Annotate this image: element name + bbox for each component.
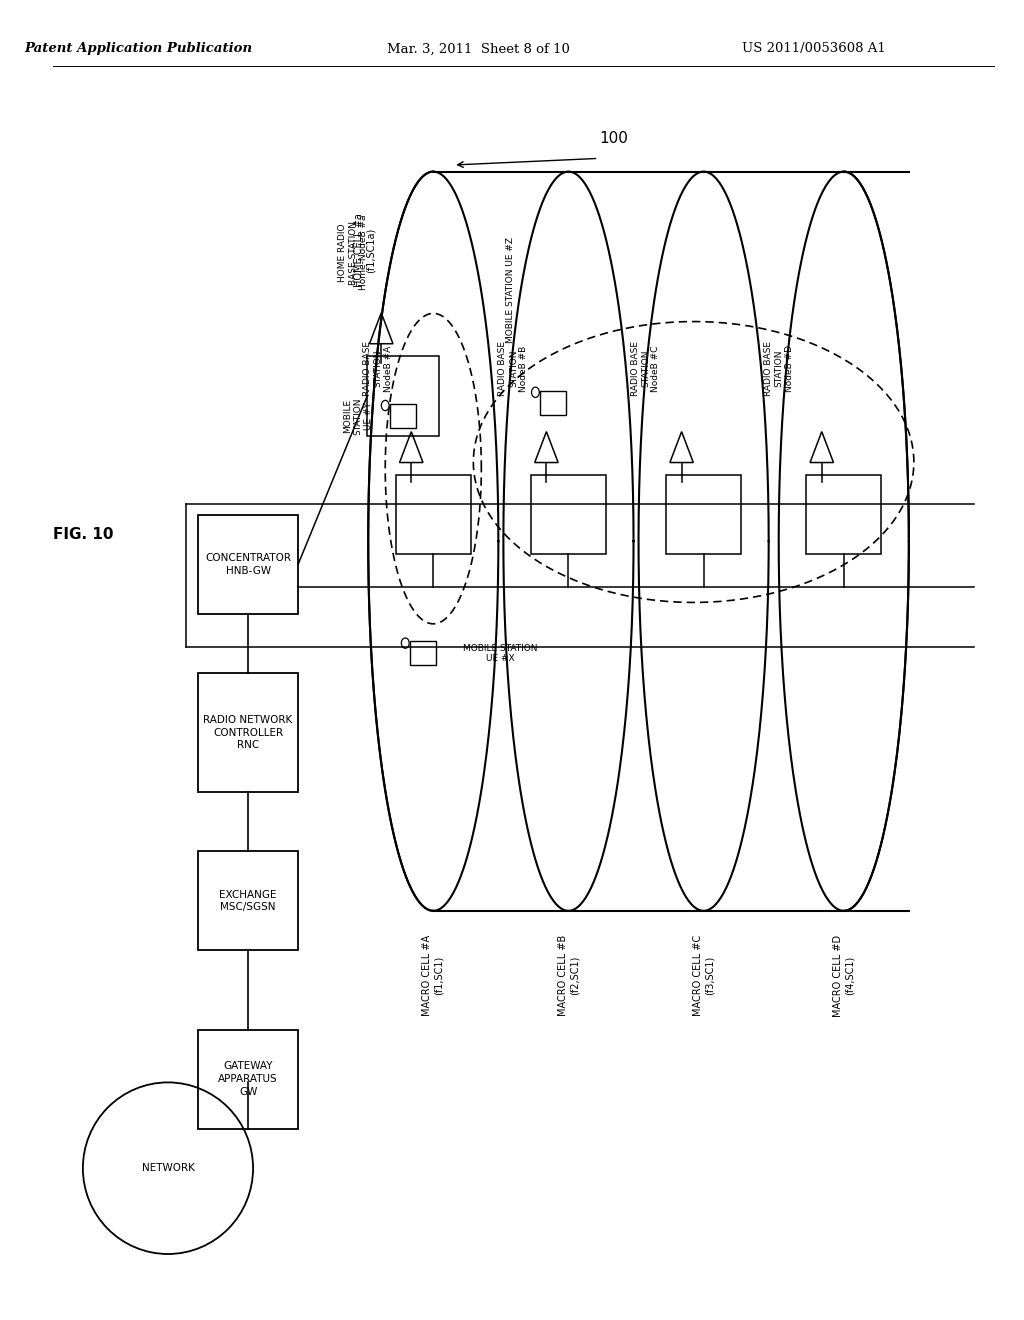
Bar (368, 356, 439, 436)
Text: RADIO BASE
STATION
NodeB #C: RADIO BASE STATION NodeB #C (631, 341, 660, 396)
Text: MACRO CELL #D
(f4,SC1): MACRO CELL #D (f4,SC1) (833, 935, 855, 1016)
Bar (395, 475, 471, 554)
Text: RADIO BASE
STATION
NodeB #D: RADIO BASE STATION NodeB #D (764, 341, 794, 396)
Bar (198, 515, 298, 614)
Text: GATEWAY
APPARATUS
GW: GATEWAY APPARATUS GW (218, 1061, 278, 1097)
Text: HOME RADIO
BASE STATION
Home-NodeB #a: HOME RADIO BASE STATION Home-NodeB #a (338, 215, 368, 290)
Text: Patent Application Publication: Patent Application Publication (24, 42, 252, 55)
Text: FIG. 10: FIG. 10 (52, 527, 113, 543)
Text: Mar. 3, 2011  Sheet 8 of 10: Mar. 3, 2011 Sheet 8 of 10 (387, 42, 569, 55)
Bar (666, 475, 741, 554)
Bar (390, 404, 417, 428)
Text: RADIO BASE
STATION
NodeB #B: RADIO BASE STATION NodeB #B (499, 341, 528, 396)
Bar (530, 475, 606, 554)
Bar (198, 1030, 298, 1129)
Text: 100: 100 (599, 131, 628, 147)
Bar (806, 475, 882, 554)
Text: MACRO CELL #A
(f1,SC1): MACRO CELL #A (f1,SC1) (423, 935, 444, 1015)
Text: RADIO BASE
STATION
NodeB #A: RADIO BASE STATION NodeB #A (364, 341, 393, 396)
Text: CONCENTRATOR
HNB-GW: CONCENTRATOR HNB-GW (205, 553, 291, 576)
Text: US 2011/0053608 A1: US 2011/0053608 A1 (741, 42, 886, 55)
Bar (411, 642, 436, 665)
Text: EXCHANGE
MSC/SGSN: EXCHANGE MSC/SGSN (219, 890, 276, 912)
Text: MACRO CELL #B
(f2,SC1): MACRO CELL #B (f2,SC1) (558, 935, 580, 1016)
Text: RADIO NETWORK
CONTROLLER
RNC: RADIO NETWORK CONTROLLER RNC (204, 715, 293, 750)
Text: MACRO CELL #C
(f3,SC1): MACRO CELL #C (f3,SC1) (693, 935, 715, 1016)
Bar (198, 851, 298, 950)
Bar (198, 673, 298, 792)
Text: HOME CELL #a
(f1,SC1a): HOME CELL #a (f1,SC1a) (353, 213, 375, 286)
Bar (541, 391, 566, 414)
Text: MOBILE STATION UE #Z: MOBILE STATION UE #Z (506, 238, 515, 343)
Text: MOBILE STATION
UE #X: MOBILE STATION UE #X (463, 644, 538, 663)
Text: NETWORK: NETWORK (141, 1163, 195, 1173)
Text: MOBILE
STATION
UE #Y: MOBILE STATION UE #Y (343, 397, 373, 434)
